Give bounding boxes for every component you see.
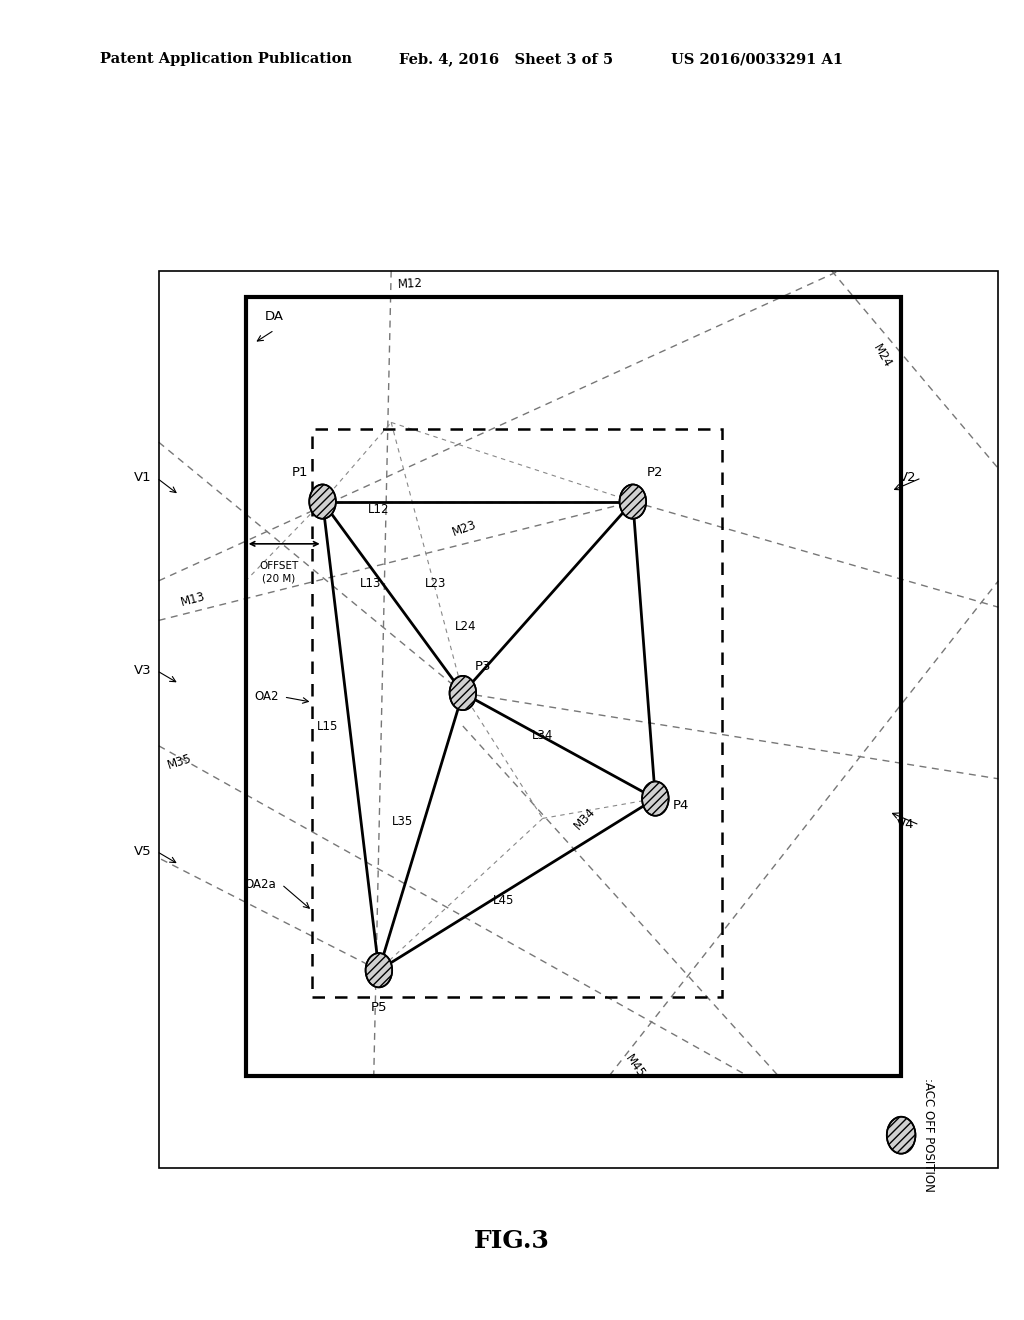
Text: OA2: OA2 xyxy=(254,690,279,704)
Circle shape xyxy=(309,484,336,519)
Circle shape xyxy=(366,953,392,987)
Text: M24: M24 xyxy=(870,342,894,371)
Bar xyxy=(159,271,998,1168)
Text: L34: L34 xyxy=(532,729,553,742)
Text: P4: P4 xyxy=(673,799,689,812)
Text: M23: M23 xyxy=(451,517,478,539)
Text: M35: M35 xyxy=(166,751,194,772)
Text: OA2a: OA2a xyxy=(245,878,276,891)
Bar xyxy=(312,429,722,997)
Text: L24: L24 xyxy=(456,620,476,634)
Text: DA: DA xyxy=(265,310,284,323)
Text: L45: L45 xyxy=(494,894,514,907)
Text: M34: M34 xyxy=(571,805,598,832)
Text: Feb. 4, 2016   Sheet 3 of 5: Feb. 4, 2016 Sheet 3 of 5 xyxy=(399,53,613,66)
Text: V3: V3 xyxy=(134,664,152,677)
Text: V4: V4 xyxy=(897,818,914,832)
Bar xyxy=(246,297,901,1076)
Text: US 2016/0033291 A1: US 2016/0033291 A1 xyxy=(671,53,843,66)
Text: FIG.3: FIG.3 xyxy=(474,1229,550,1253)
Text: Patent Application Publication: Patent Application Publication xyxy=(100,53,352,66)
Text: M45: M45 xyxy=(623,1052,647,1081)
Text: P3: P3 xyxy=(475,660,492,673)
Text: M13: M13 xyxy=(179,590,207,609)
Text: :ACC OFF POSITION: :ACC OFF POSITION xyxy=(922,1078,935,1192)
Text: L15: L15 xyxy=(317,719,338,733)
Text: P5: P5 xyxy=(371,1001,387,1014)
Circle shape xyxy=(450,676,476,710)
Text: V2: V2 xyxy=(899,471,916,484)
Circle shape xyxy=(642,781,669,816)
Text: P2: P2 xyxy=(647,466,664,479)
Text: V5: V5 xyxy=(134,845,152,858)
Circle shape xyxy=(887,1117,915,1154)
Text: L23: L23 xyxy=(425,577,445,590)
Text: V1: V1 xyxy=(134,471,152,484)
Text: L13: L13 xyxy=(360,577,381,590)
Text: L12: L12 xyxy=(369,503,389,516)
Text: OFFSET
(20 M): OFFSET (20 M) xyxy=(259,561,299,583)
Text: P1: P1 xyxy=(292,466,308,479)
Text: M12: M12 xyxy=(397,277,423,290)
Text: L35: L35 xyxy=(392,814,413,828)
Circle shape xyxy=(620,484,646,519)
